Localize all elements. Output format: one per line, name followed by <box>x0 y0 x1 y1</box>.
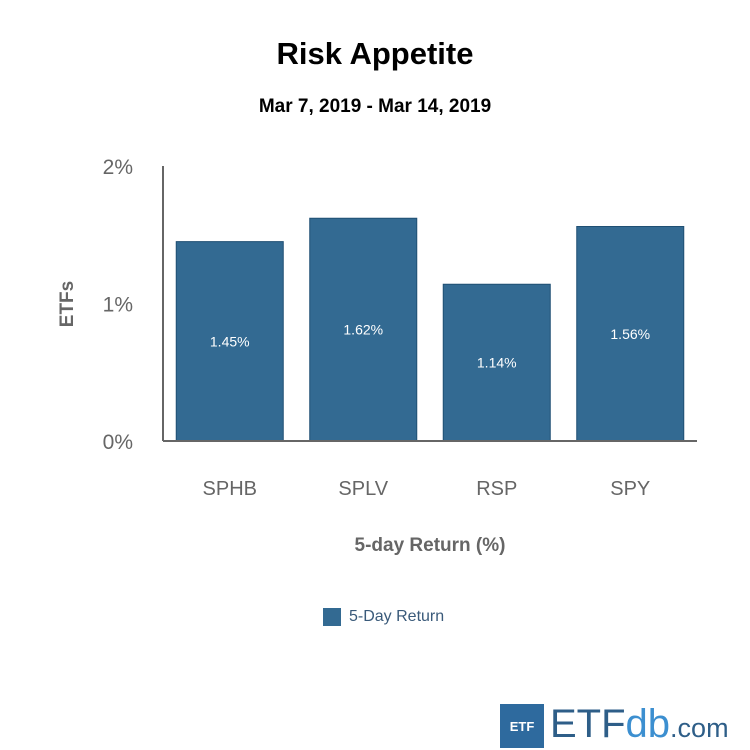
logo-suffix: .com <box>670 713 729 743</box>
legend-swatch <box>323 608 341 626</box>
logo-main: ETF <box>550 702 626 746</box>
etfdb-logo: ETF ETFdb.com <box>500 702 729 750</box>
y-tick-label: 0% <box>103 431 133 454</box>
bar-sphb <box>175 241 284 442</box>
chart-title: Risk Appetite <box>276 36 474 71</box>
logo-text: ETFdb.com <box>550 702 729 750</box>
bars: 1.45% 1.62% 1.14% 1.56% <box>175 217 685 442</box>
chart-subtitle: Mar 7, 2019 - Mar 14, 2019 <box>258 96 492 117</box>
bar-data-label: 1.45% <box>210 333 250 349</box>
bar-data-label: 1.62% <box>343 322 383 338</box>
bar-splv <box>309 217 418 442</box>
bar-data-label: 1.14% <box>477 355 517 371</box>
y-tick-label: 2% <box>103 156 133 179</box>
bar-data-label: 1.56% <box>610 326 650 342</box>
y-tick-label: 1% <box>103 294 133 317</box>
y-axis-label: ETFs <box>57 281 78 327</box>
x-tick-label: SPHB <box>203 478 257 500</box>
x-axis-label: 5-day Return (%) <box>355 535 506 556</box>
x-axis-ticks: SPHB SPLV RSP SPY <box>203 478 651 500</box>
legend: 5-Day Return <box>323 608 444 626</box>
logo-box: ETF <box>500 704 544 748</box>
x-tick-label: SPLV <box>338 478 388 500</box>
logo-accent: db <box>625 702 671 746</box>
x-tick-label: SPY <box>610 478 650 500</box>
y-axis-ticks: 0% 1% 2% <box>103 156 133 454</box>
x-tick-label: RSP <box>476 478 517 500</box>
legend-label: 5-Day Return <box>349 608 445 625</box>
